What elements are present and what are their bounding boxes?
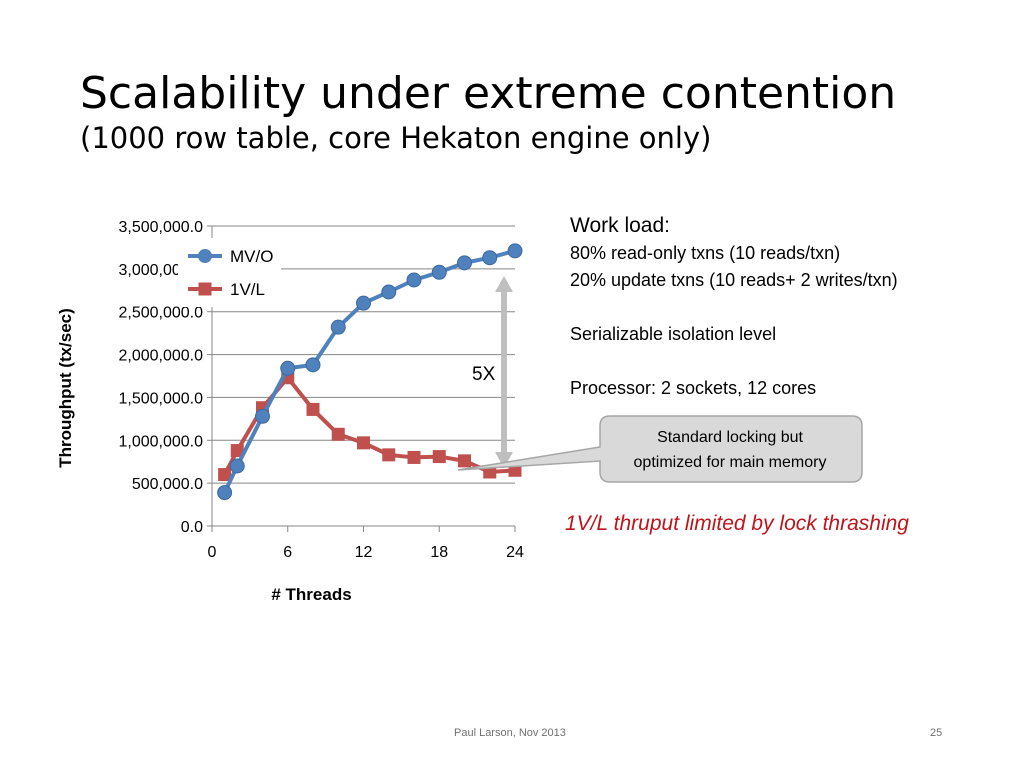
throughput-chart: 0.0 500,000.0 1,000,000.0 1,500,000.0 2,000,… (56, 219, 863, 604)
legend-swatch-marker (198, 282, 212, 296)
legend-swatch-marker (198, 249, 212, 263)
legend-box (178, 238, 281, 307)
series-line (222, 375, 516, 476)
y-tick-label: 0.0 (181, 519, 203, 536)
data-point (331, 427, 345, 441)
workload-line: Serializable isolation level (570, 324, 777, 344)
y-tick-label: 2,500,000.0 (118, 305, 203, 322)
slide-title: Scalability under extreme contention (80, 68, 897, 119)
workload-heading: Work load: (570, 214, 670, 237)
legend-label: 1V/L (230, 280, 265, 299)
data-point (482, 250, 498, 266)
data-point (356, 295, 371, 311)
legend: MV/O 1V/L (178, 238, 281, 307)
slide-subtitle: (1000 row table, core Hekaton engine onl… (80, 121, 712, 155)
ratio-label: 5X (472, 364, 496, 385)
data-point (382, 448, 396, 462)
data-point (407, 450, 421, 464)
workload-line: 80% read-only txns (10 reads/txn) (570, 243, 841, 263)
y-tick-label: 2,000,000.0 (118, 348, 203, 365)
data-point (406, 272, 422, 288)
data-point (229, 458, 245, 474)
callout-text: Standard locking but optimized for main … (598, 425, 862, 475)
data-point (431, 264, 447, 280)
data-point (330, 319, 346, 335)
callout-bubble (457, 415, 863, 483)
double-arrow-head (495, 276, 513, 292)
data-point (432, 450, 446, 464)
data-point (306, 402, 320, 416)
data-point (255, 408, 270, 424)
y-axis-label: Throughput (tx/sec) (56, 308, 75, 468)
footer-text: Paul Larson, Nov 2013 (454, 727, 566, 739)
data-point (457, 255, 472, 271)
workload-spacer (570, 348, 990, 375)
y-tick-label: 1,000,000.0 (118, 433, 203, 450)
legend-label: MV/O (230, 247, 273, 266)
callout-line: optimized for main memory (633, 454, 827, 471)
double-arrow-head (495, 452, 513, 468)
workload-notes: Work load: 80% read-only txns (10 reads/… (570, 212, 990, 402)
workload-spacer (570, 294, 990, 321)
data-point (357, 436, 370, 450)
workload-line: Processor: 2 sockets, 12 cores (570, 378, 817, 398)
x-tick-label: 6 (283, 544, 292, 561)
x-tick-label: 24 (506, 544, 524, 561)
data-point (217, 485, 233, 501)
workload-line: 20% update txns (10 reads+ 2 writes/txn) (570, 270, 898, 290)
data-point (230, 444, 244, 458)
y-tick-label: 3,500,000.0 (118, 219, 203, 236)
page-number: 25 (930, 727, 943, 739)
x-tick-label: 18 (430, 544, 448, 561)
y-tick-label: 1,500,000.0 (118, 390, 203, 407)
x-tick-label: 0 (208, 544, 217, 561)
data-point (507, 243, 523, 259)
x-axis-label: # Threads (271, 585, 351, 604)
data-point (280, 360, 296, 376)
y-tick-label: 500,000.0 (132, 476, 203, 493)
data-point (381, 284, 397, 300)
data-point (218, 468, 232, 482)
callout-line: Standard locking but (657, 429, 803, 446)
x-tick-label: 12 (355, 544, 373, 561)
data-point (305, 357, 321, 373)
conclusion-text: 1V/L thruput limited by lock thrashing (565, 512, 909, 535)
data-point (458, 454, 471, 468)
